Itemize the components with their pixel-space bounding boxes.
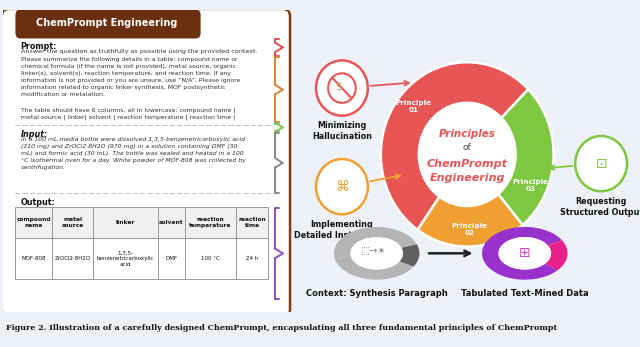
Wedge shape bbox=[399, 244, 419, 266]
Text: reaction
temperature: reaction temperature bbox=[189, 217, 232, 228]
Text: Output:: Output: bbox=[20, 197, 56, 206]
Text: Principles: Principles bbox=[439, 129, 495, 139]
FancyBboxPatch shape bbox=[15, 9, 200, 39]
Text: reaction
time: reaction time bbox=[238, 217, 266, 228]
Text: MOF-808: MOF-808 bbox=[21, 256, 46, 261]
Bar bbox=[158, 238, 185, 279]
Bar bbox=[236, 207, 268, 238]
Text: Tabulated Text-Mined Data: Tabulated Text-Mined Data bbox=[461, 289, 589, 298]
Bar bbox=[93, 207, 158, 238]
Wedge shape bbox=[482, 227, 562, 280]
Bar bbox=[15, 238, 52, 279]
Bar bbox=[236, 238, 268, 279]
Text: solvent: solvent bbox=[159, 220, 184, 225]
Text: ZrOCl2·8H2O: ZrOCl2·8H2O bbox=[54, 256, 91, 261]
Text: compound
name: compound name bbox=[17, 217, 51, 228]
Circle shape bbox=[575, 136, 627, 191]
Text: metal
source: metal source bbox=[61, 217, 84, 228]
Text: ChemPrompt Engineering: ChemPrompt Engineering bbox=[36, 18, 177, 28]
Text: Minimizing
Hallucination: Minimizing Hallucination bbox=[312, 121, 372, 141]
Text: Answer the question as truthfully as possible using the provided context.: Answer the question as truthfully as pos… bbox=[20, 49, 257, 54]
Text: $: $ bbox=[335, 81, 342, 91]
Text: ⬚→✶: ⬚→✶ bbox=[360, 246, 385, 256]
Text: 1,3,5-
benzenetricarboxylic
acid: 1,3,5- benzenetricarboxylic acid bbox=[97, 251, 154, 267]
Text: Prompt:: Prompt: bbox=[20, 42, 57, 51]
Circle shape bbox=[316, 60, 368, 116]
Text: Principle
02: Principle 02 bbox=[452, 222, 488, 236]
Text: in a 100 mL media bottle were dissolved 1,3,5-benzenetricarboxylic acid
(210 mg): in a 100 mL media bottle were dissolved … bbox=[20, 137, 245, 170]
Text: Context: Synthesis Paragraph: Context: Synthesis Paragraph bbox=[306, 289, 447, 298]
Text: DMF: DMF bbox=[166, 256, 177, 261]
Circle shape bbox=[499, 237, 551, 270]
Text: ⌘: ⌘ bbox=[335, 180, 349, 194]
Text: ⊞: ⊞ bbox=[519, 246, 531, 260]
Text: of: of bbox=[463, 143, 472, 152]
Text: The table should have 6 columns, all in lowercase: compound name |
metal source : The table should have 6 columns, all in … bbox=[20, 107, 235, 120]
Wedge shape bbox=[334, 227, 417, 280]
Wedge shape bbox=[418, 194, 523, 247]
Bar bbox=[52, 238, 93, 279]
Circle shape bbox=[419, 103, 516, 206]
Wedge shape bbox=[381, 62, 528, 230]
Bar bbox=[93, 238, 158, 279]
Text: Engineering: Engineering bbox=[429, 174, 505, 183]
Text: Please summarize the following details in a table: compound name or
chemical for: Please summarize the following details i… bbox=[20, 57, 240, 97]
Text: linker: linker bbox=[116, 220, 135, 225]
Circle shape bbox=[350, 237, 403, 270]
Text: Principle
01: Principle 01 bbox=[396, 100, 431, 113]
Bar bbox=[158, 207, 185, 238]
Bar bbox=[52, 207, 93, 238]
Text: 100 °C: 100 °C bbox=[201, 256, 220, 261]
Bar bbox=[15, 207, 52, 238]
Text: Principle
03: Principle 03 bbox=[513, 179, 548, 193]
Text: ChemPrompt: ChemPrompt bbox=[427, 159, 508, 169]
Text: Input:: Input: bbox=[20, 130, 48, 139]
Bar bbox=[185, 238, 236, 279]
Text: 24 h: 24 h bbox=[246, 256, 259, 261]
Text: Implementing
Detailed Instructions: Implementing Detailed Instructions bbox=[294, 220, 390, 240]
Circle shape bbox=[316, 159, 368, 214]
Text: ⊡: ⊡ bbox=[595, 156, 607, 171]
Text: Requesting
Structured Output: Requesting Structured Output bbox=[559, 197, 640, 217]
Wedge shape bbox=[545, 240, 568, 270]
FancyBboxPatch shape bbox=[2, 9, 290, 317]
Text: Figure 2. Illustration of a carefully designed ChemPrompt, encapsulating all thr: Figure 2. Illustration of a carefully de… bbox=[6, 324, 557, 332]
Bar bbox=[185, 207, 236, 238]
Wedge shape bbox=[499, 89, 554, 225]
